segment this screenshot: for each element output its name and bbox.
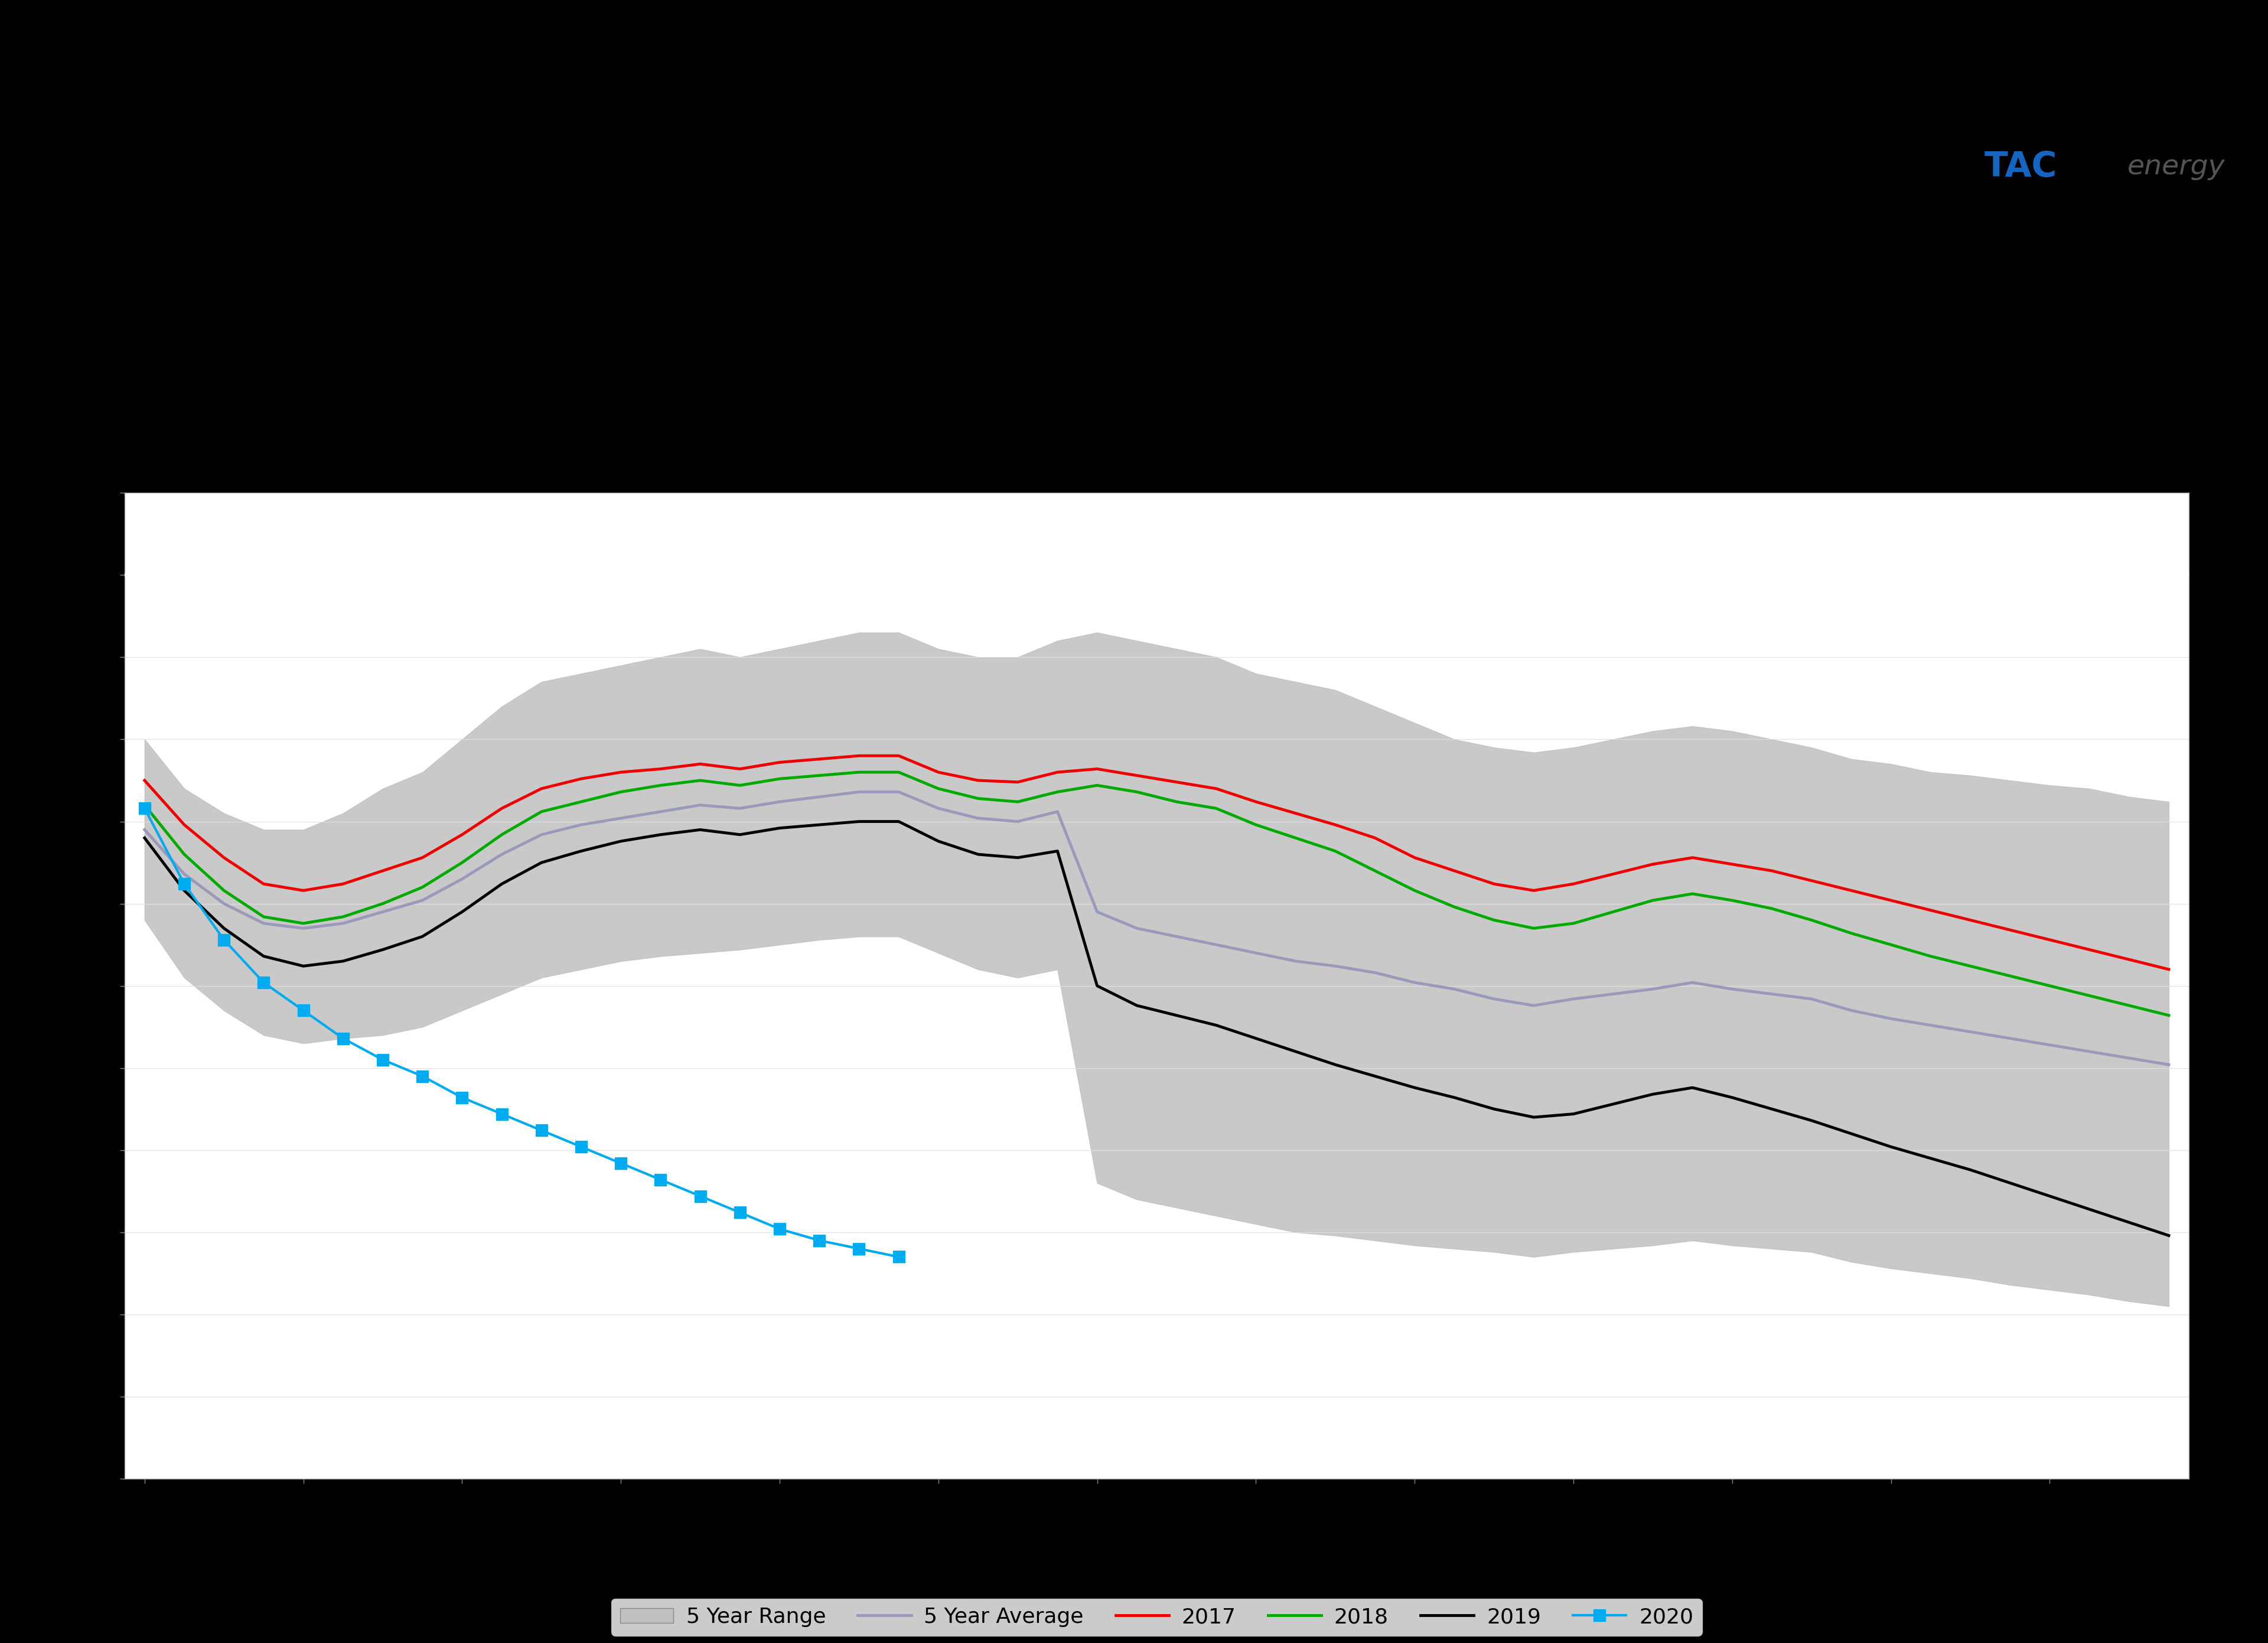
Legend: 5 Year Range, 5 Year Average, 2017, 2018, 2019, 2020: 5 Year Range, 5 Year Average, 2017, 2018… (612, 1599, 1701, 1636)
Text: energy: energy (2127, 153, 2225, 181)
Text: TAC: TAC (1984, 150, 2057, 184)
Text: Refinery Thruput PADD 1: Refinery Thruput PADD 1 (719, 135, 1368, 181)
